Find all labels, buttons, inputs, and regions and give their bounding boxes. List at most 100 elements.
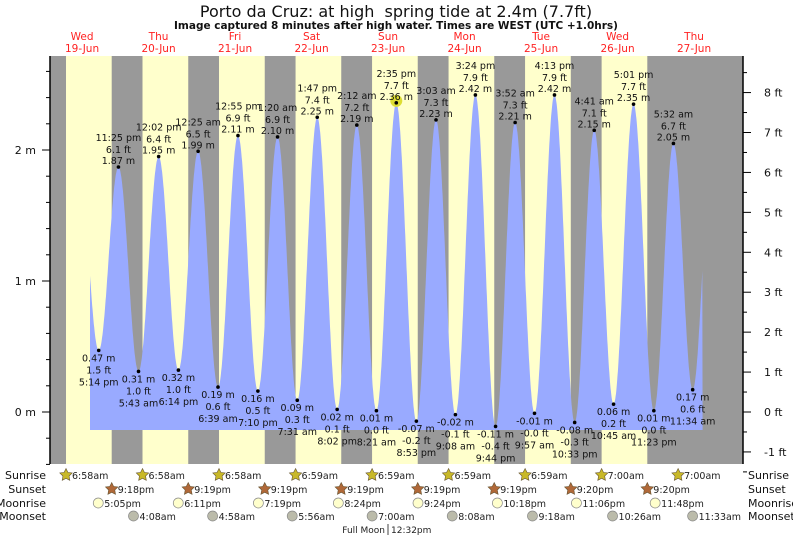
tide-label-ft: 7.7 ft xyxy=(384,81,409,92)
sunrise-icon xyxy=(135,467,150,481)
moonset-row-label-right: Moonset xyxy=(748,510,793,523)
tide-label-m: 2.15 m xyxy=(578,119,611,130)
tide-label-m: -0.02 m xyxy=(437,418,474,429)
tide-label-time: 3:52 am xyxy=(495,88,534,99)
sunrise-row-label: Sunrise xyxy=(5,469,46,482)
tide-point xyxy=(434,118,438,122)
tide-label-time: 1:47 pm xyxy=(297,83,337,94)
tide-label-time: 5:43 am xyxy=(119,398,158,409)
tide-point xyxy=(631,102,636,106)
moonrise-time: 8:24pm xyxy=(344,499,381,510)
tide-label-m: 0.01 m xyxy=(360,414,393,425)
tide-point xyxy=(156,154,161,159)
tide-point xyxy=(611,402,616,406)
tide-point xyxy=(355,123,359,127)
right-tick-label: 0 ft xyxy=(764,406,783,419)
tide-point xyxy=(394,101,399,105)
tide-label-ft: 6.9 ft xyxy=(225,114,250,125)
tide-point xyxy=(374,408,379,413)
day-of-week-label: Tue xyxy=(531,31,550,43)
tide-label-ft: 6.7 ft xyxy=(661,121,686,132)
tide-label-m: 2.19 m xyxy=(340,114,373,125)
high-tide-mark: 12:55 pm6.9 ft2.11 m xyxy=(215,102,261,138)
tide-label-m: 2.36 m xyxy=(380,92,413,103)
tide-label-ft: 0.6 ft xyxy=(680,405,705,416)
sunset-time: 9:19pm xyxy=(347,485,384,496)
moonrise-row-label: Moonrise xyxy=(0,497,46,510)
low-tide-mark: -0.07 m-0.2 ft8:53 pm xyxy=(397,419,437,459)
moonset-row-label: Moonset xyxy=(0,510,47,523)
tide-label-ft: 1.5 ft xyxy=(86,365,111,376)
tide-point xyxy=(493,424,498,429)
sunset-icon xyxy=(257,481,272,495)
tide-label-m: 2.42 m xyxy=(538,84,571,95)
high-tide-mark: 1:20 am6.9 ft2.10 m xyxy=(258,103,297,139)
chart-subtitle: Image captured 8 minutes after high wate… xyxy=(174,20,618,32)
high-tide-mark: 12:25 am6.5 ft1.99 m xyxy=(175,117,221,154)
tide-label-time: 6:39 am xyxy=(198,414,237,425)
tide-point xyxy=(196,149,200,154)
sunrise-time: 6:58am xyxy=(225,471,261,482)
high-tide-mark: 1:47 pm7.4 ft2.25 m xyxy=(297,83,337,120)
day-of-week-label: Wed xyxy=(606,31,629,43)
sunset-time: 9:19pm xyxy=(500,485,537,496)
tide-label-ft: -0.4 ft xyxy=(481,441,510,452)
tide-label-time: 3:24 pm xyxy=(456,61,496,72)
tide-point xyxy=(414,419,419,423)
tide-label-m: 2.42 m xyxy=(459,84,492,95)
sunrise-time: 7:00am xyxy=(608,471,644,482)
tide-label-ft: 0.6 ft xyxy=(205,402,230,413)
tide-label-ft: -0.3 ft xyxy=(560,437,589,448)
moonrise-time: 11:48pm xyxy=(661,499,704,510)
day-of-week-label: Thu xyxy=(683,31,704,43)
tide-point xyxy=(671,141,676,146)
right-tick-label: 4 ft xyxy=(764,246,783,259)
moonrise-time: 9:24pm xyxy=(424,499,461,510)
tide-point xyxy=(453,412,458,417)
tide-label-m: 2.05 m xyxy=(657,132,690,143)
tide-label-time: 11:23 pm xyxy=(631,438,677,449)
tide-extremes: 0.47 m1.5 ft5:14 pm 11:25 pm6.1 ft1.87 m 0… xyxy=(79,61,716,464)
tide-label-time: 4:41 am xyxy=(575,96,614,107)
moonset-time: 11:33am xyxy=(699,512,741,523)
tide-label-ft: 6.4 ft xyxy=(146,135,171,146)
tide-label-ft: 7.3 ft xyxy=(503,100,528,111)
tide-point xyxy=(572,420,577,425)
date-label: 27-Jun xyxy=(677,43,711,55)
sunset-icon xyxy=(181,481,196,495)
tide-label-m: 0.16 m xyxy=(241,394,274,405)
sunrise-time: 6:59am xyxy=(455,471,491,482)
tide-label-m: 2.35 m xyxy=(617,93,650,104)
low-tide-mark: 0.09 m0.3 ft7:31 am xyxy=(278,398,317,438)
low-tide-mark: 0.19 m0.6 ft6:39 am xyxy=(198,385,238,425)
current-tide-highlight xyxy=(390,94,403,107)
low-tide-mark: 0.02 m0.1 ft8:02 pm xyxy=(317,407,357,447)
low-tide-mark: 0.16 m0.5 ft7:10 pm xyxy=(238,389,278,429)
sunrise-time: 6:59am xyxy=(531,471,567,482)
sunset-time: 9:19pm xyxy=(424,485,461,496)
tide-label-ft: 7.4 ft xyxy=(305,95,330,106)
moon-phase-time: 12:32pm xyxy=(391,526,431,536)
sunrise-time: 6:59am xyxy=(378,471,414,482)
tide-label-m: 2.11 m xyxy=(221,125,254,136)
right-tick-label: 3 ft xyxy=(764,286,783,299)
tide-point xyxy=(295,398,300,403)
tide-label-time: 7:31 am xyxy=(278,427,317,438)
moonrise-icon xyxy=(412,497,424,509)
tide-label-m: 0.09 m xyxy=(281,403,314,414)
moonset-icon xyxy=(446,510,458,522)
low-tide-mark: 0.31 m1.0 ft5:43 am xyxy=(119,369,158,409)
sunrise-row-label-right: Sunrise xyxy=(748,469,789,482)
sunrise-icon xyxy=(518,467,532,481)
axes: 0 m 1 m 2 m -1 ft 0 ft 1 ft 2 ft 3 ft 4 ft 5 ft 6 … xyxy=(15,56,787,473)
tide-point xyxy=(315,115,320,120)
sunrise-icon xyxy=(212,467,226,481)
tide-label-ft: 1.0 ft xyxy=(166,385,191,396)
tide-point xyxy=(136,369,141,374)
tide-label-time: 8:53 pm xyxy=(397,448,437,459)
moonrise-time: 7:19pm xyxy=(264,499,301,510)
high-tide-mark: 3:24 pm7.9 ft2.42 m xyxy=(456,61,496,97)
tide-label-time: 9:44 pm xyxy=(476,453,516,464)
